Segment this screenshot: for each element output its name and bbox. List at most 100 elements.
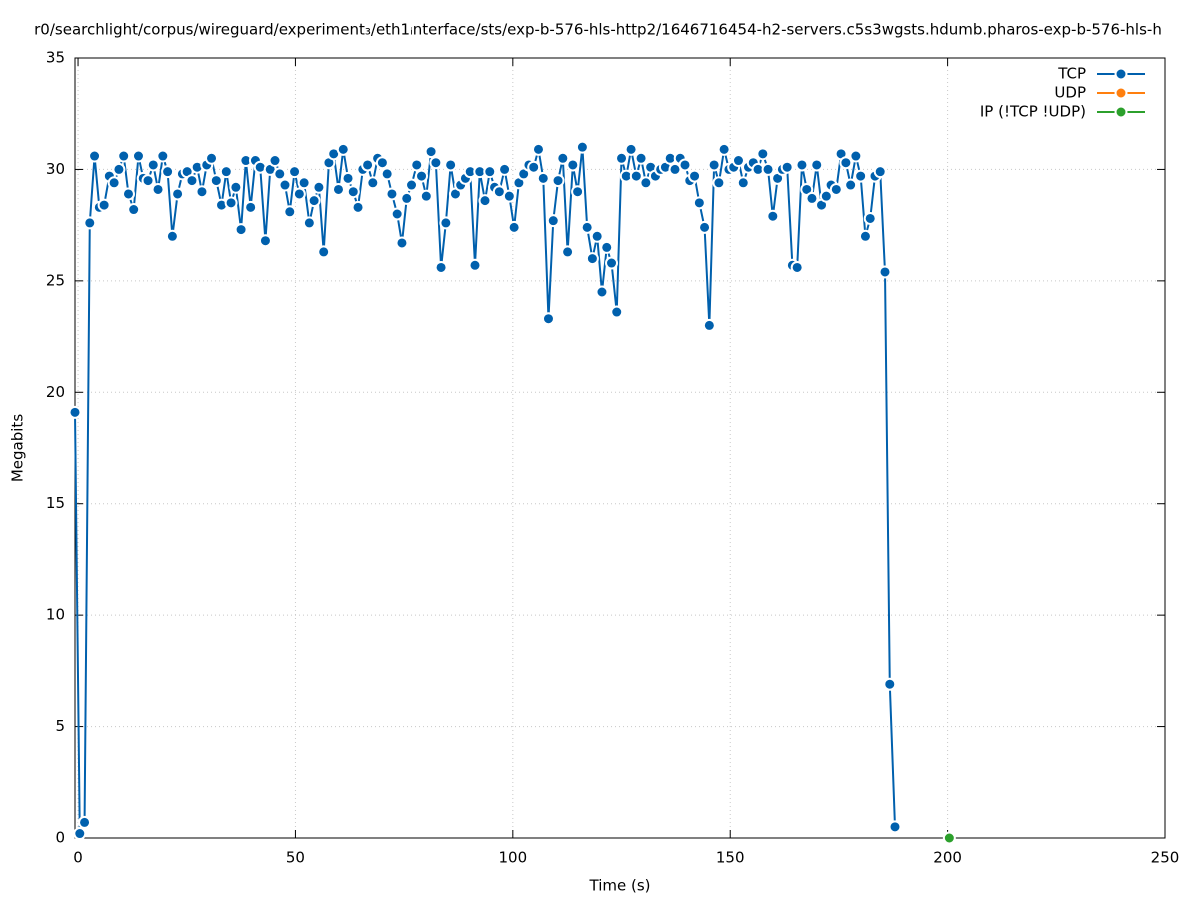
data-point (292, 187, 306, 201)
x-tick-label: 0 (73, 849, 83, 867)
data-point (566, 158, 580, 172)
data-point (83, 216, 97, 230)
data-point (107, 176, 121, 190)
y-tick-label: 5 (55, 717, 65, 735)
data-point (605, 256, 619, 270)
data-point (88, 149, 102, 163)
data-point (209, 174, 223, 188)
data-point (498, 162, 512, 176)
data-point (761, 162, 775, 176)
data-point (73, 827, 87, 841)
data-point (507, 220, 521, 234)
data-point (234, 223, 248, 237)
data-point (717, 142, 731, 156)
x-tick-label: 150 (716, 849, 745, 867)
data-point (698, 220, 712, 234)
x-tick-label: 100 (499, 849, 528, 867)
data-point (224, 196, 238, 210)
data-point (634, 151, 648, 165)
data-point (112, 162, 126, 176)
data-point (829, 182, 843, 196)
data-point (171, 187, 185, 201)
data-point (283, 205, 297, 219)
data-point (766, 209, 780, 223)
data-point (888, 820, 902, 834)
data-point (434, 260, 448, 274)
data-point (790, 260, 804, 274)
y-axis-label: Megabits (9, 414, 27, 482)
data-point (678, 158, 692, 172)
data-point (297, 176, 311, 190)
data-point (424, 145, 438, 159)
data-point (385, 187, 399, 201)
data-point (141, 174, 155, 188)
data-point (346, 185, 360, 199)
y-tick-label: 10 (46, 606, 65, 624)
data-point (268, 154, 282, 168)
data-point (361, 158, 375, 172)
data-point (395, 236, 409, 250)
data-point (580, 220, 594, 234)
data-point (161, 165, 175, 179)
y-tick-label: 30 (46, 160, 65, 178)
data-point (121, 187, 135, 201)
data-point (531, 142, 545, 156)
data-point (600, 240, 614, 254)
data-point (858, 229, 872, 243)
data-point (883, 677, 897, 691)
data-point (156, 149, 170, 163)
data-point (219, 165, 233, 179)
data-point (468, 258, 482, 272)
data-point (78, 815, 92, 829)
data-point (731, 154, 745, 168)
legend-label: IP (!TCP !UDP) (980, 103, 1086, 121)
data-point (527, 160, 541, 174)
x-tick-label: 250 (1151, 849, 1180, 867)
data-point (68, 405, 82, 419)
data-point (849, 149, 863, 163)
data-point (595, 285, 609, 299)
data-point (390, 207, 404, 221)
data-point (97, 198, 111, 212)
data-point (185, 174, 199, 188)
data-point (117, 149, 131, 163)
data-point (312, 180, 326, 194)
data-point (278, 178, 292, 192)
data-point (575, 140, 589, 154)
data-point (244, 200, 258, 214)
data-point (131, 149, 145, 163)
data-point (478, 194, 492, 208)
data-point (258, 234, 272, 248)
data-point (307, 194, 321, 208)
data-point (590, 229, 604, 243)
legend-label: TCP (1057, 65, 1086, 83)
data-point (341, 171, 355, 185)
x-tick-label: 50 (286, 849, 305, 867)
data-point (146, 158, 160, 172)
data-point (756, 147, 770, 161)
data-point (415, 169, 429, 183)
data-point (639, 176, 653, 190)
y-tick-label: 15 (46, 494, 65, 512)
y-tick-label: 20 (46, 383, 65, 401)
data-point (707, 158, 721, 172)
legend-marker (1114, 105, 1128, 119)
data-point (942, 831, 956, 845)
y-tick-label: 0 (55, 829, 65, 847)
data-point (556, 151, 570, 165)
data-point (195, 185, 209, 199)
data-point (805, 191, 819, 205)
data-point (795, 158, 809, 172)
data-point (688, 169, 702, 183)
data-point (366, 176, 380, 190)
y-tick-label: 35 (46, 49, 65, 67)
data-point (571, 185, 585, 199)
data-point (551, 174, 565, 188)
data-point (810, 158, 824, 172)
data-point (288, 165, 302, 179)
data-point (819, 189, 833, 203)
data-point (541, 312, 555, 326)
data-point (585, 252, 599, 266)
data-point (165, 229, 179, 243)
